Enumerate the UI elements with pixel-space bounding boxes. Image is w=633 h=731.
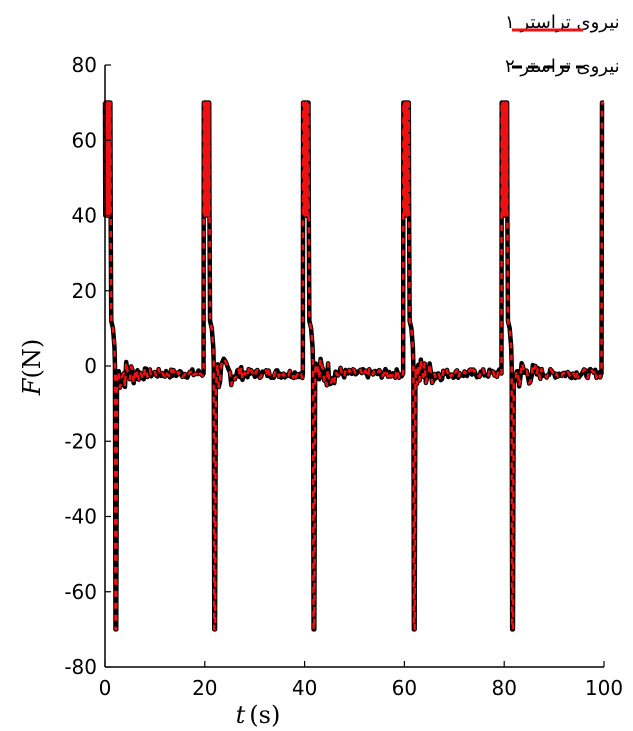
legend: نیروی تراستر ۱ نیروی تراستر ۲	[505, 12, 620, 77]
y-axis-label-unit: (N)	[18, 339, 46, 379]
y-tick-label: 60	[72, 128, 97, 152]
y-axis-label-var: F	[18, 377, 46, 396]
y-tick-label: -40	[64, 505, 97, 529]
x-tick-label: 80	[491, 676, 516, 700]
plot-area	[102, 100, 605, 632]
legend-entry-series1: نیروی تراستر ۱	[505, 12, 620, 33]
series-line-2	[102, 100, 605, 632]
x-axis-label-var: t	[236, 701, 246, 729]
x-tick-label: 60	[392, 676, 417, 700]
x-tick-group: 0 20 40 60 80 100	[99, 661, 623, 700]
axes	[104, 65, 604, 668]
x-axis-label-unit: (s)	[249, 701, 280, 729]
y-tick-group: -80 -60 -40 -20 0 20 40 60 80	[64, 53, 111, 679]
legend-label-series1: نیروی تراستر ۱	[505, 12, 620, 33]
y-tick-label: 0	[84, 354, 97, 378]
x-axis-label: t (s)	[236, 701, 281, 729]
y-tick-label: -20	[64, 429, 97, 453]
series-line-1	[103, 101, 604, 631]
y-tick-label: -60	[64, 580, 97, 604]
legend-entry-series2: نیروی تراستر ۲	[505, 56, 620, 77]
y-tick-label: -80	[64, 655, 97, 679]
y-tick-label: 40	[72, 204, 97, 228]
x-tick-label: 20	[192, 676, 217, 700]
y-tick-label: 80	[72, 53, 97, 77]
x-tick-label: 0	[99, 676, 112, 700]
x-tick-label: 40	[292, 676, 317, 700]
x-tick-label: 100	[585, 676, 623, 700]
y-axis-label: F(N)	[18, 339, 46, 396]
y-tick-label: 20	[72, 279, 97, 303]
